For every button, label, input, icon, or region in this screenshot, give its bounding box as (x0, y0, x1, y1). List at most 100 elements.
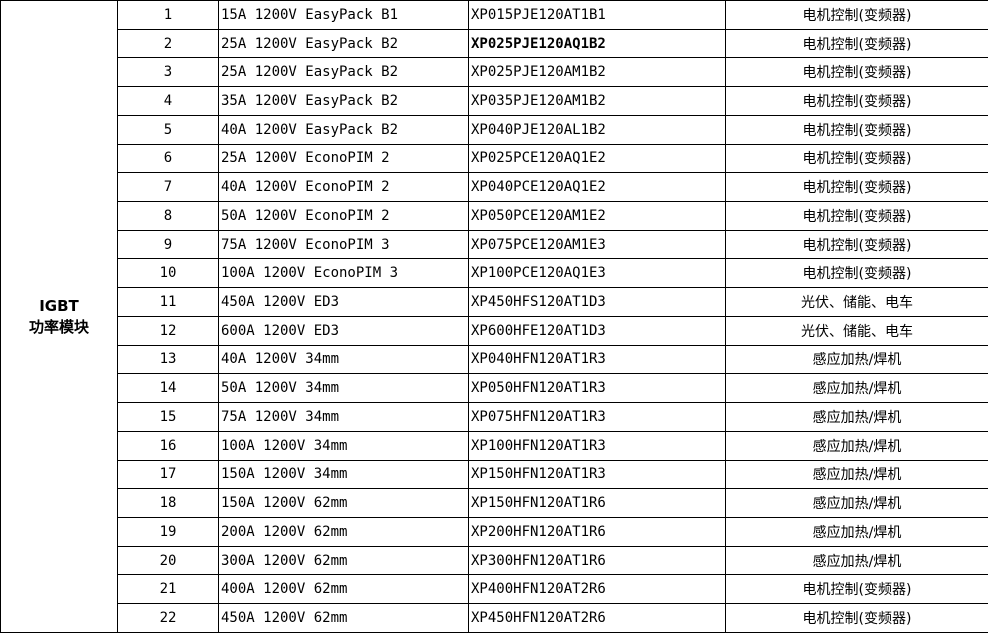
description-cell: 300A 1200V 62mm (218, 545, 469, 576)
row-number-cell: 21 (117, 574, 219, 605)
description-cell: 600A 1200V ED3 (218, 315, 469, 346)
table-row: 9 75A 1200V EconoPIM 3 XP075PCE120AM1E3 电机控… (1, 229, 988, 260)
description-cell: 40A 1200V 34mm (218, 344, 469, 375)
description-cell: 400A 1200V 62mm (218, 574, 469, 605)
description-cell: 50A 1200V 34mm (218, 373, 469, 404)
row-number-cell: 12 (117, 315, 219, 346)
row-number-cell: 22 (117, 603, 219, 633)
application-cell: 感应加热/焊机 (725, 488, 988, 518)
description-cell: 75A 1200V EconoPIM 3 (218, 229, 469, 260)
table-row: 6 25A 1200V EconoPIM 2 XP025PCE120AQ1E2 电机控… (1, 143, 988, 174)
table-row: 15 75A 1200V 34mm XP075HFN120AT1R3 感应加热/焊机 (1, 402, 988, 432)
table-row: 10 100A 1200V EconoPIM 3 XP100PCE120AQ1E3 电… (1, 258, 988, 289)
application-cell: 电机控制(变频器) (725, 114, 988, 145)
description-cell: 15A 1200V EasyPack B1 (218, 0, 469, 30)
application-cell: 电机控制(变频器) (725, 258, 988, 289)
part-number-cell: XP015PJE120AT1B1 (468, 0, 726, 30)
description-cell: 35A 1200V EasyPack B2 (218, 86, 469, 116)
table-row: 21 400A 1200V 62mm XP400HFN120AT2R6 电机控制(变频… (1, 574, 988, 605)
table-row: 2 25A 1200V EasyPack B2 XP025PJE120AQ1B2 电机… (1, 28, 988, 59)
table-row: 14 50A 1200V 34mm XP050HFN120AT1R3 感应加热/焊机 (1, 373, 988, 404)
description-cell: 150A 1200V 62mm (218, 488, 469, 518)
part-number-cell: XP075HFN120AT1R3 (468, 402, 726, 432)
application-cell: 电机控制(变频器) (725, 229, 988, 260)
row-number-cell: 5 (117, 114, 219, 145)
application-cell: 电机控制(变频器) (725, 57, 988, 88)
part-number-cell: XP400HFN120AT2R6 (468, 574, 726, 605)
table-row: 20 300A 1200V 62mm XP300HFN120AT1R6 感应加热/焊机 (1, 545, 988, 576)
application-cell: 电机控制(变频器) (725, 86, 988, 116)
row-number-cell: 3 (117, 57, 219, 88)
application-cell: 电机控制(变频器) (725, 574, 988, 605)
table-row: 5 40A 1200V EasyPack B2 XP040PJE120AL1B2 电机… (1, 114, 988, 145)
application-cell: 感应加热/焊机 (725, 344, 988, 375)
table-row: 22 450A 1200V 62mm XP450HFN120AT2R6 电机控制(变频… (1, 603, 988, 633)
application-cell: 光伏、储能、电车 (725, 315, 988, 346)
table-row: 13 40A 1200V 34mm XP040HFN120AT1R3 感应加热/焊机 (1, 344, 988, 375)
category-line2: 功率模块 (28, 317, 89, 336)
part-number-cell: XP050HFN120AT1R3 (468, 373, 726, 404)
application-cell: 电机控制(变频器) (725, 201, 988, 231)
row-number-cell: 4 (117, 86, 219, 116)
table-row: 16 100A 1200V 34mm XP100HFN120AT1R3 感应加热/焊机 (1, 430, 988, 461)
part-number-cell: XP050PCE120AM1E2 (468, 201, 726, 231)
table-row: 11 450A 1200V ED3 XP450HFS120AT1D3 光伏、储能、电车 (1, 287, 988, 317)
description-cell: 25A 1200V EconoPIM 2 (218, 143, 469, 174)
row-number-cell: 1 (117, 0, 219, 30)
application-cell: 电机控制(变频器) (725, 28, 988, 59)
application-cell: 感应加热/焊机 (725, 373, 988, 404)
part-number-cell: XP040HFN120AT1R3 (468, 344, 726, 375)
part-number-cell: XP040PJE120AL1B2 (468, 114, 726, 145)
description-cell: 450A 1200V ED3 (218, 287, 469, 317)
application-cell: 感应加热/焊机 (725, 545, 988, 576)
table-row: 7 40A 1200V EconoPIM 2 XP040PCE120AQ1E2 电机控… (1, 172, 988, 203)
table-row: 4 35A 1200V EasyPack B2 XP035PJE120AM1B2 电机… (1, 86, 988, 116)
row-number-cell: 18 (117, 488, 219, 518)
part-number-cell: XP100PCE120AQ1E3 (468, 258, 726, 289)
part-number-cell: XP150HFN120AT1R3 (468, 459, 726, 490)
row-number-cell: 6 (117, 143, 219, 174)
application-cell: 电机控制(变频器) (725, 0, 988, 30)
part-number-cell: XP450HFS120AT1D3 (468, 287, 726, 317)
description-cell: 40A 1200V EconoPIM 2 (218, 172, 469, 203)
part-number-cell: XP300HFN120AT1R6 (468, 545, 726, 576)
part-number-cell: XP035PJE120AM1B2 (468, 86, 726, 116)
table-row: 17 150A 1200V 34mm XP150HFN120AT1R3 感应加热/焊机 (1, 459, 988, 490)
table-row: 12 600A 1200V ED3 XP600HFE120AT1D3 光伏、储能、电车 (1, 315, 988, 346)
row-number-cell: 13 (117, 344, 219, 375)
description-cell: 40A 1200V EasyPack B2 (218, 114, 469, 145)
row-number-cell: 11 (117, 287, 219, 317)
description-cell: 200A 1200V 62mm (218, 516, 469, 547)
part-number-cell: XP600HFE120AT1D3 (468, 315, 726, 346)
part-number-cell: XP150HFN120AT1R6 (468, 488, 726, 518)
category-cell: IGBT 功率模块 (0, 0, 118, 633)
part-number-cell: XP040PCE120AQ1E2 (468, 172, 726, 203)
part-number-cell: XP100HFN120AT1R3 (468, 430, 726, 461)
row-number-cell: 7 (117, 172, 219, 203)
application-cell: 感应加热/焊机 (725, 459, 988, 490)
description-cell: 25A 1200V EasyPack B2 (218, 28, 469, 59)
application-cell: 电机控制(变频器) (725, 143, 988, 174)
description-cell: 100A 1200V 34mm (218, 430, 469, 461)
row-number-cell: 15 (117, 402, 219, 432)
description-cell: 25A 1200V EasyPack B2 (218, 57, 469, 88)
description-cell: 150A 1200V 34mm (218, 459, 469, 490)
part-number-cell: XP075PCE120AM1E3 (468, 229, 726, 260)
application-cell: 感应加热/焊机 (725, 402, 988, 432)
row-number-cell: 16 (117, 430, 219, 461)
row-number-cell: 14 (117, 373, 219, 404)
part-number-cell: XP025PJE120AQ1B2 (468, 28, 726, 59)
application-cell: 光伏、储能、电车 (725, 287, 988, 317)
part-number-cell: XP200HFN120AT1R6 (468, 516, 726, 547)
application-cell: 感应加热/焊机 (725, 430, 988, 461)
part-number-cell: XP025PCE120AQ1E2 (468, 143, 726, 174)
table-row: 19 200A 1200V 62mm XP200HFN120AT1R6 感应加热/焊机 (1, 516, 988, 547)
table-row: 18 150A 1200V 62mm XP150HFN120AT1R6 感应加热/焊机 (1, 488, 988, 518)
row-number-cell: 2 (117, 28, 219, 59)
table-row: 8 50A 1200V EconoPIM 2 XP050PCE120AM1E2 电机控… (1, 201, 988, 231)
application-cell: 电机控制(变频器) (725, 603, 988, 633)
row-number-cell: 17 (117, 459, 219, 490)
